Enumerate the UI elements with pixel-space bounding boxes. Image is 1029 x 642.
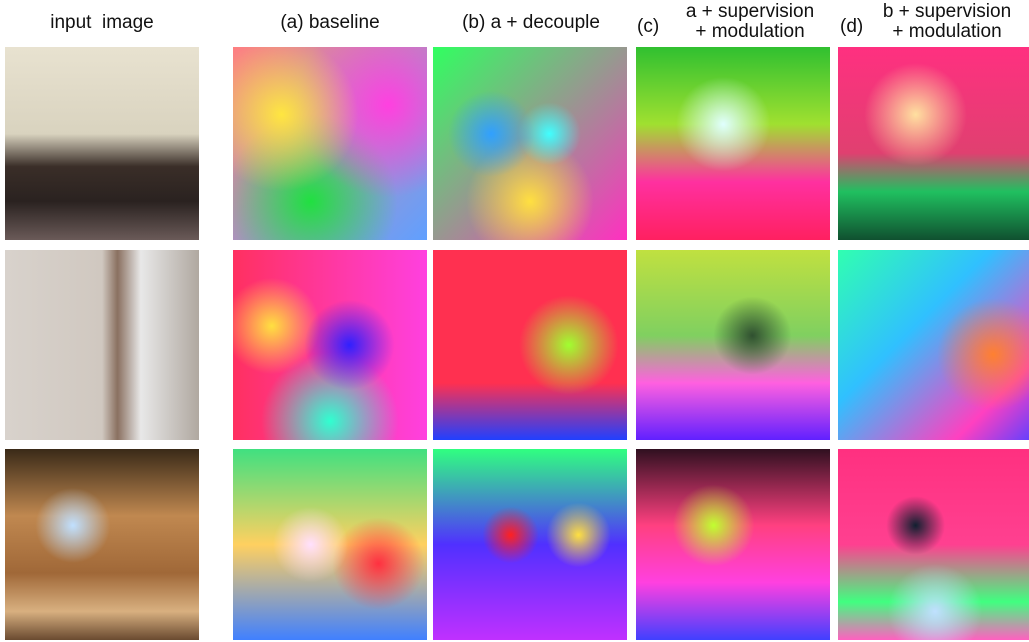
column-title: (a) baseline <box>233 12 427 34</box>
column-label: (c) <box>637 16 659 38</box>
column-title: (b) a + decouple <box>433 12 629 34</box>
feature-map <box>233 449 427 640</box>
column-line: a + supervision <box>660 2 840 22</box>
column-title: input image <box>5 12 199 34</box>
feature-map <box>433 47 627 240</box>
input-image <box>5 250 199 440</box>
input-image <box>5 449 199 640</box>
feature-map <box>433 449 627 640</box>
feature-map <box>838 47 1029 240</box>
feature-map <box>233 47 427 240</box>
feature-map <box>636 250 830 440</box>
figure: input image (a) baseline (b) a + decoupl… <box>0 0 1029 642</box>
input-image <box>5 47 199 240</box>
feature-map <box>636 47 830 240</box>
column-line: b + supervision <box>862 2 1029 22</box>
feature-map <box>636 449 830 640</box>
column-line: + modulation <box>862 22 1029 42</box>
column-lines: a + supervision + modulation <box>660 2 840 42</box>
feature-map <box>838 250 1029 440</box>
feature-map <box>233 250 427 440</box>
column-line: + modulation <box>660 22 840 42</box>
feature-map <box>838 449 1029 640</box>
column-lines: b + supervision + modulation <box>862 2 1029 42</box>
feature-map <box>433 250 627 440</box>
column-label: (d) <box>840 16 863 38</box>
